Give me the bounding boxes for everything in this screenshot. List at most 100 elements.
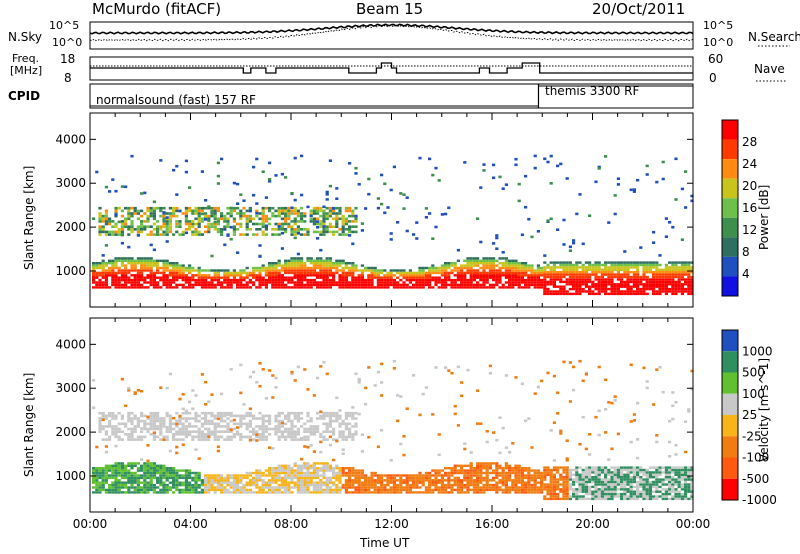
scatter-cell — [194, 491, 198, 494]
scatter-cell — [124, 491, 128, 494]
scatter-cell — [332, 230, 336, 234]
scatter-cell — [140, 389, 144, 393]
scatter-cell — [274, 286, 278, 289]
scatter-cell — [133, 427, 137, 431]
scatter-cell — [271, 471, 275, 475]
scatter-cell — [396, 269, 400, 272]
scatter-cell — [210, 206, 214, 210]
scatter-cell — [226, 281, 230, 284]
scatter-cell — [101, 286, 105, 289]
scatter-cell — [434, 276, 438, 279]
scatter-cell — [604, 478, 608, 481]
scatter-cell — [591, 497, 595, 501]
scatter-cell — [255, 266, 259, 270]
scatter-cell — [562, 476, 566, 479]
scatter-cell — [284, 271, 288, 275]
scatter-cell — [194, 425, 198, 428]
scatter-cell — [594, 488, 598, 491]
scatter-cell — [162, 269, 166, 272]
scatter-cell — [284, 469, 288, 472]
scatter-cell — [136, 476, 140, 480]
scatter-cell — [127, 206, 131, 210]
scatter-cell — [444, 274, 448, 277]
scatter-cell — [389, 481, 393, 484]
scatter-cell — [248, 209, 252, 213]
scatter-cell — [332, 458, 336, 462]
scatter-cell — [130, 474, 134, 477]
scatter-cell — [213, 425, 217, 428]
scatter-cell — [191, 209, 195, 213]
scatter-cell — [383, 278, 387, 282]
scatter-cell — [492, 257, 496, 260]
scatter-cell — [152, 228, 156, 231]
scatter-cell — [524, 274, 528, 277]
scatter-cell — [293, 281, 297, 284]
scatter-cell — [293, 156, 297, 160]
scatter-cell — [549, 490, 553, 493]
scatter-cell — [671, 285, 675, 288]
scatter-cell — [127, 386, 131, 390]
scatter-cell — [335, 206, 339, 210]
scatter-cell — [351, 212, 355, 215]
scatter-cell — [165, 269, 169, 272]
scatter-cell — [472, 276, 476, 279]
scatter-cell — [344, 262, 348, 265]
scatter-cell — [325, 427, 329, 431]
scatter-cell — [604, 285, 608, 288]
scatter-cell — [207, 274, 211, 277]
scatter-cell — [175, 469, 179, 472]
scatter-cell — [213, 283, 217, 287]
scatter-cell — [466, 262, 470, 265]
scatter-cell — [552, 292, 556, 296]
scatter-cell — [98, 220, 102, 223]
scatter-cell — [341, 467, 345, 470]
scatter-cell — [140, 419, 144, 423]
scatter-cell — [162, 281, 166, 284]
scatter-cell — [178, 483, 182, 487]
scatter-cell — [143, 191, 147, 195]
scatter-cell — [575, 266, 579, 269]
scatter-cell — [351, 209, 355, 213]
scatter-cell — [572, 365, 576, 369]
scatter-cell — [351, 242, 355, 246]
scatter-cell — [98, 491, 102, 494]
scatter-cell — [312, 264, 316, 267]
scatter-cell — [136, 422, 140, 426]
scatter-cell — [437, 271, 441, 275]
scatter-cell — [556, 290, 560, 293]
scatter-cell — [344, 414, 348, 418]
scatter-cell — [175, 262, 179, 265]
scatter-cell — [143, 462, 147, 465]
scatter-cell — [124, 222, 128, 226]
scatter-cell — [578, 280, 582, 284]
scatter-cell — [341, 271, 345, 275]
scatter-cell — [277, 419, 281, 423]
scatter-cell — [245, 283, 249, 287]
scatter-cell — [117, 483, 121, 487]
scatter-cell — [162, 486, 166, 489]
scatter-cell — [207, 281, 211, 284]
scatter-cell — [604, 266, 608, 269]
scatter-cell — [364, 486, 368, 489]
scatter-cell — [114, 230, 118, 234]
scatter-cell — [610, 271, 614, 274]
scatter-cell — [312, 462, 316, 465]
scatter-cell — [632, 188, 636, 191]
scatter-cell — [213, 269, 217, 272]
scatter-cell — [408, 274, 412, 277]
scatter-cell — [453, 481, 457, 484]
scatter-cell — [636, 268, 640, 271]
scatter-cell — [175, 269, 179, 272]
scatter-cell — [264, 474, 268, 477]
scatter-cell — [271, 228, 275, 231]
scatter-cell — [578, 283, 582, 286]
scatter-cell — [255, 209, 259, 213]
scatter-cell — [130, 479, 134, 482]
scatter-cell — [220, 276, 224, 279]
scatter-cell — [556, 478, 560, 481]
scatter-cell — [527, 467, 531, 470]
scatter-cell — [188, 488, 192, 492]
scatter-cell — [181, 491, 185, 494]
scatter-cell — [444, 276, 448, 279]
scatter-cell — [296, 232, 300, 235]
